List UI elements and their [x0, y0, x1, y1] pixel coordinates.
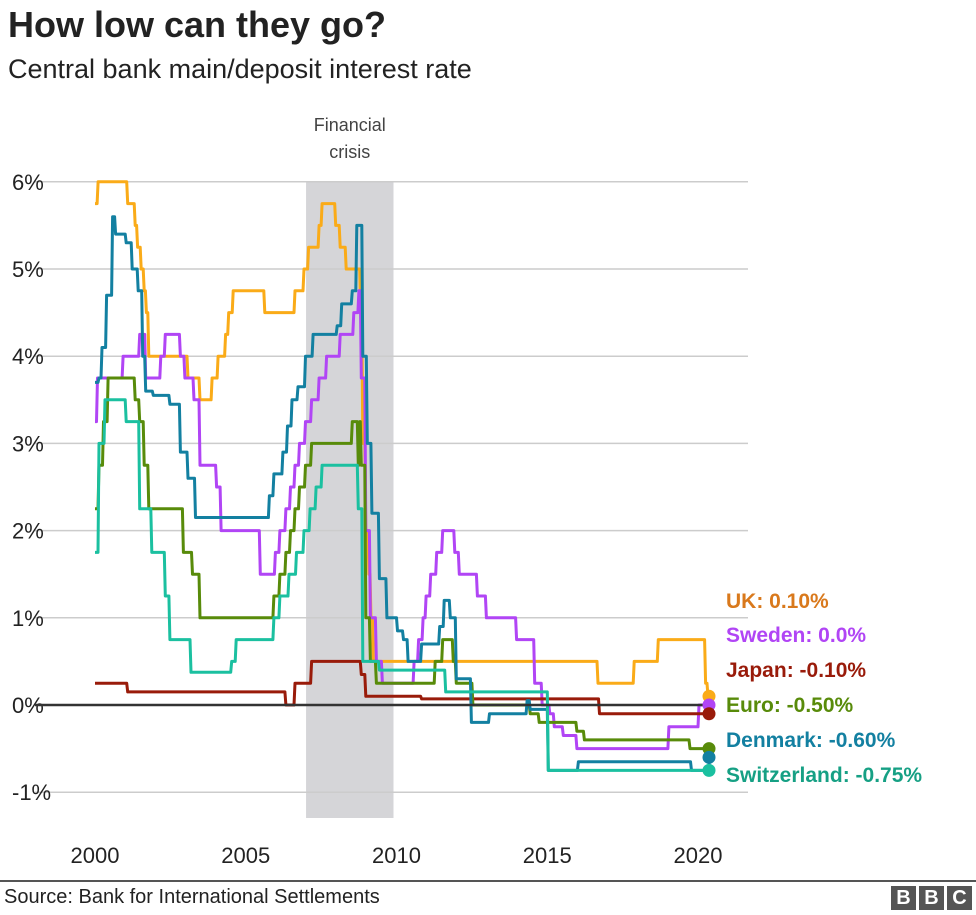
series-line-denmark — [95, 215, 712, 772]
series-label-euro: Euro: -0.50% — [726, 694, 854, 717]
x-tick-label: 2010 — [372, 843, 421, 868]
source-note: Source: Bank for International Settlemen… — [4, 886, 380, 908]
chart-title: How low can they go? — [8, 4, 387, 45]
y-tick-label: -1% — [12, 780, 51, 805]
series-line-japan — [95, 659, 712, 716]
end-dot-switzerland — [702, 763, 716, 777]
logo-letter: B — [891, 886, 916, 910]
x-tick-label: 2000 — [71, 843, 120, 868]
y-tick-label: 1% — [12, 606, 44, 631]
x-tick-label: 2005 — [221, 843, 270, 868]
series-label-sweden: Sweden: 0.0% — [726, 624, 866, 647]
footer-divider — [0, 880, 976, 882]
logo-letter: B — [919, 886, 944, 910]
chart-subtitle: Central bank main/deposit interest rate — [8, 54, 472, 84]
bbc-logo: B B C — [891, 886, 972, 910]
series-line-switzerland — [95, 398, 712, 772]
series-label-switzerland: Switzerland: -0.75% — [726, 764, 922, 787]
line-chart: Financial crisis 6%5%4%3%2%1%0%-1%2000 200… — [12, 115, 922, 868]
y-tick-label: 5% — [12, 257, 44, 282]
series-label-uk: UK: 0.10% — [726, 590, 829, 613]
series-label-japan: Japan: -0.10% — [726, 659, 866, 682]
end-dot-japan — [702, 707, 716, 721]
series-line-sweden — [95, 289, 712, 751]
y-tick-label: 3% — [12, 431, 44, 456]
y-tick-label: 4% — [12, 344, 44, 369]
end-dot-denmark — [702, 750, 716, 764]
x-tick-label: 2015 — [523, 843, 572, 868]
y-tick-label: 2% — [12, 519, 44, 544]
y-tick-label: 6% — [12, 170, 44, 195]
financial-crisis-band — [306, 182, 394, 818]
series-label-denmark: Denmark: -0.60% — [726, 729, 896, 752]
x-tick-label: 2020 — [674, 843, 723, 868]
financial-crisis-label: Financial crisis — [314, 115, 386, 162]
series-line-uk — [95, 180, 712, 698]
logo-letter: C — [947, 886, 972, 910]
